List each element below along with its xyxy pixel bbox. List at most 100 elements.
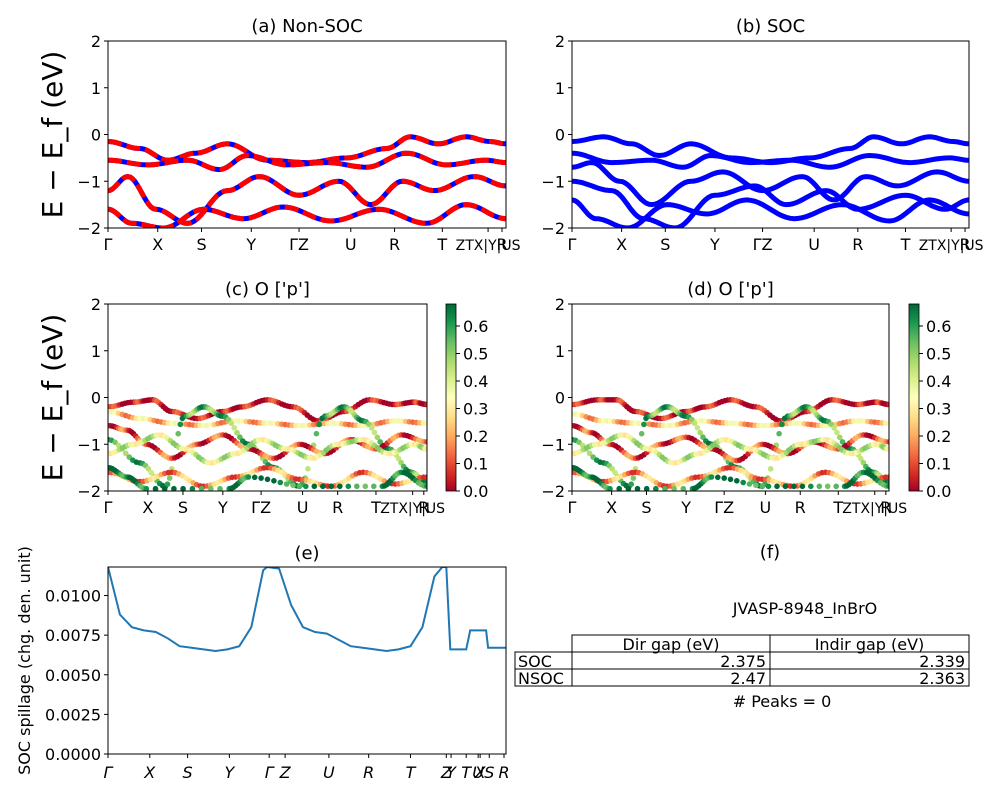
panel-b-title: (b) SOC [736, 16, 805, 37]
panel-c-ytick-label: 1 [91, 342, 101, 361]
panel-a-ylabel: E − E_f (eV) [36, 51, 69, 219]
panel-d-point [612, 469, 618, 476]
panel-d-colorbar-label: 0.4 [926, 372, 951, 391]
panel-d-xtick-label: ZTX|Y|US [842, 501, 907, 517]
panel-e-ytick-label: 0.0050 [45, 666, 101, 685]
peaks-footer: # Peaks = 0 [733, 692, 832, 711]
panel-a-band-dash-0 [108, 134, 506, 166]
panel-d-point [831, 425, 837, 431]
panel-c-xtick-label: ZTX|Y|US [380, 501, 445, 517]
panel-d-point [886, 446, 889, 452]
panel-d-point [662, 485, 668, 491]
panel-c-point [328, 483, 335, 490]
panel-d-xtick-label: R [880, 498, 891, 517]
panel-a-band-dash-3 [108, 202, 506, 228]
panel-c-point [164, 481, 171, 488]
panel-c-points [108, 397, 427, 491]
panel-c-point [148, 469, 154, 476]
panel-b-ytick-label: 0 [555, 126, 565, 145]
panel-e-frame [107, 566, 507, 755]
panel-b-xtick-label: Γ [568, 235, 577, 254]
panel-b-xtick-label: R [959, 235, 970, 254]
panel-e-xtick-label: X [474, 763, 487, 782]
panel-d-point [779, 421, 785, 428]
panel-c-xtick-label: Y [217, 498, 228, 517]
panel-d-point [833, 483, 839, 490]
table-cell [769, 668, 970, 687]
panel-b-axes: 210−1−2Γ X S Y ΓZ U R T ZTX|Y|USR(b) SOC [541, 16, 983, 254]
panel-c-point [371, 483, 377, 490]
panel-d-point [776, 430, 782, 437]
panel-c-colorbar-label: 0.0 [463, 482, 488, 501]
panel-c-colorbar-label: 0.2 [463, 427, 488, 446]
panel-d-point [886, 401, 889, 408]
panel-c-point [177, 421, 184, 428]
panel-d-xtick-label: Y [680, 498, 691, 517]
panel-c-point [316, 421, 323, 428]
panel-b-xtick-label: ZTX|Y|US [919, 238, 984, 254]
panel-d-xtick-label: T [832, 498, 843, 517]
panel-e-ytick-label: 0.0000 [45, 745, 101, 764]
panel-e-xtick-label: S [484, 763, 494, 782]
panel-c-point [175, 430, 181, 437]
panel-a-xtick-label: U [345, 235, 357, 254]
panel-c-frame [107, 303, 428, 492]
panel-c-point [424, 478, 427, 485]
panel-d-ytick-label: 0 [555, 389, 565, 408]
panel-e-ylabel: SOC spillage (chg. den. unit) [15, 546, 34, 775]
panel-c-colorbar-label: 0.1 [463, 455, 488, 474]
panel-d-point [886, 478, 889, 485]
panel-c-colorbar-label: 0.5 [463, 345, 488, 364]
panel-a-bands [108, 134, 506, 228]
panel-d-points [572, 397, 889, 491]
panel-c-xtick-label: U [297, 498, 309, 517]
panel-c-point [143, 485, 150, 491]
panel-d-point [808, 483, 814, 490]
panel-d-point [767, 466, 774, 472]
panel-d-point [886, 420, 889, 426]
panel-b-frame [571, 40, 970, 229]
panel-c-point [277, 479, 284, 486]
panel-c-point [180, 485, 186, 491]
panel-a-frame [107, 40, 507, 229]
panel-e-ytick-label: 0.0075 [45, 626, 101, 645]
panel-a-xtick-label: Γ [104, 235, 113, 254]
panel-d-point [791, 483, 797, 490]
panel-c-point [208, 485, 214, 491]
panel-b-xtick-label: ΓZ [753, 235, 773, 254]
panel-b-band-1 [572, 150, 969, 170]
panel-c-ytick-label: −2 [77, 482, 101, 501]
panel-d-colorbar-label: 0.6 [926, 317, 951, 336]
panel-d-frame [571, 303, 890, 492]
panel-e-xtick-label: T [461, 763, 472, 782]
panel-c-point [122, 450, 129, 457]
panel-c-point [166, 475, 173, 481]
panel-c-point [424, 420, 427, 426]
panel-e-xtick-label: Γ [104, 763, 114, 782]
panel-d-point [715, 474, 721, 481]
panel-c-point [245, 474, 252, 480]
panel-d-point [680, 485, 687, 491]
panel-a-xtick-label: ΓZ [289, 235, 309, 254]
panel-c-point [313, 430, 320, 437]
table-header-label: Dir gap (eV) [623, 635, 720, 654]
panel-c-xtick-label: Γ [104, 498, 113, 517]
panel-b-xtick-label: S [660, 235, 670, 254]
panel-e-ytick-label: 0.0025 [45, 705, 101, 724]
panel-c-point [424, 439, 427, 445]
panel-e-xtick-label: Z [440, 763, 453, 782]
panel-d-xtick-label: R [795, 498, 806, 517]
panel-a-ytick-label: 1 [91, 79, 101, 98]
panel-c-point [198, 485, 205, 491]
panel-d-point [836, 434, 843, 441]
panel-c-point [354, 483, 360, 490]
panel-b-xtick-label: R [852, 235, 863, 254]
panel-c-xtick-label: R [332, 498, 343, 517]
panel-a-ytick-label: −1 [77, 172, 101, 191]
panel-d-point [671, 485, 677, 491]
panel-c-point [231, 425, 237, 431]
panel-c-xtick-label: T [370, 498, 381, 517]
panel-c-axes: 210−1−2Γ X S Y ΓZ U R T ZTX|Y|USR(c) O ['p']E − … [36, 279, 445, 517]
